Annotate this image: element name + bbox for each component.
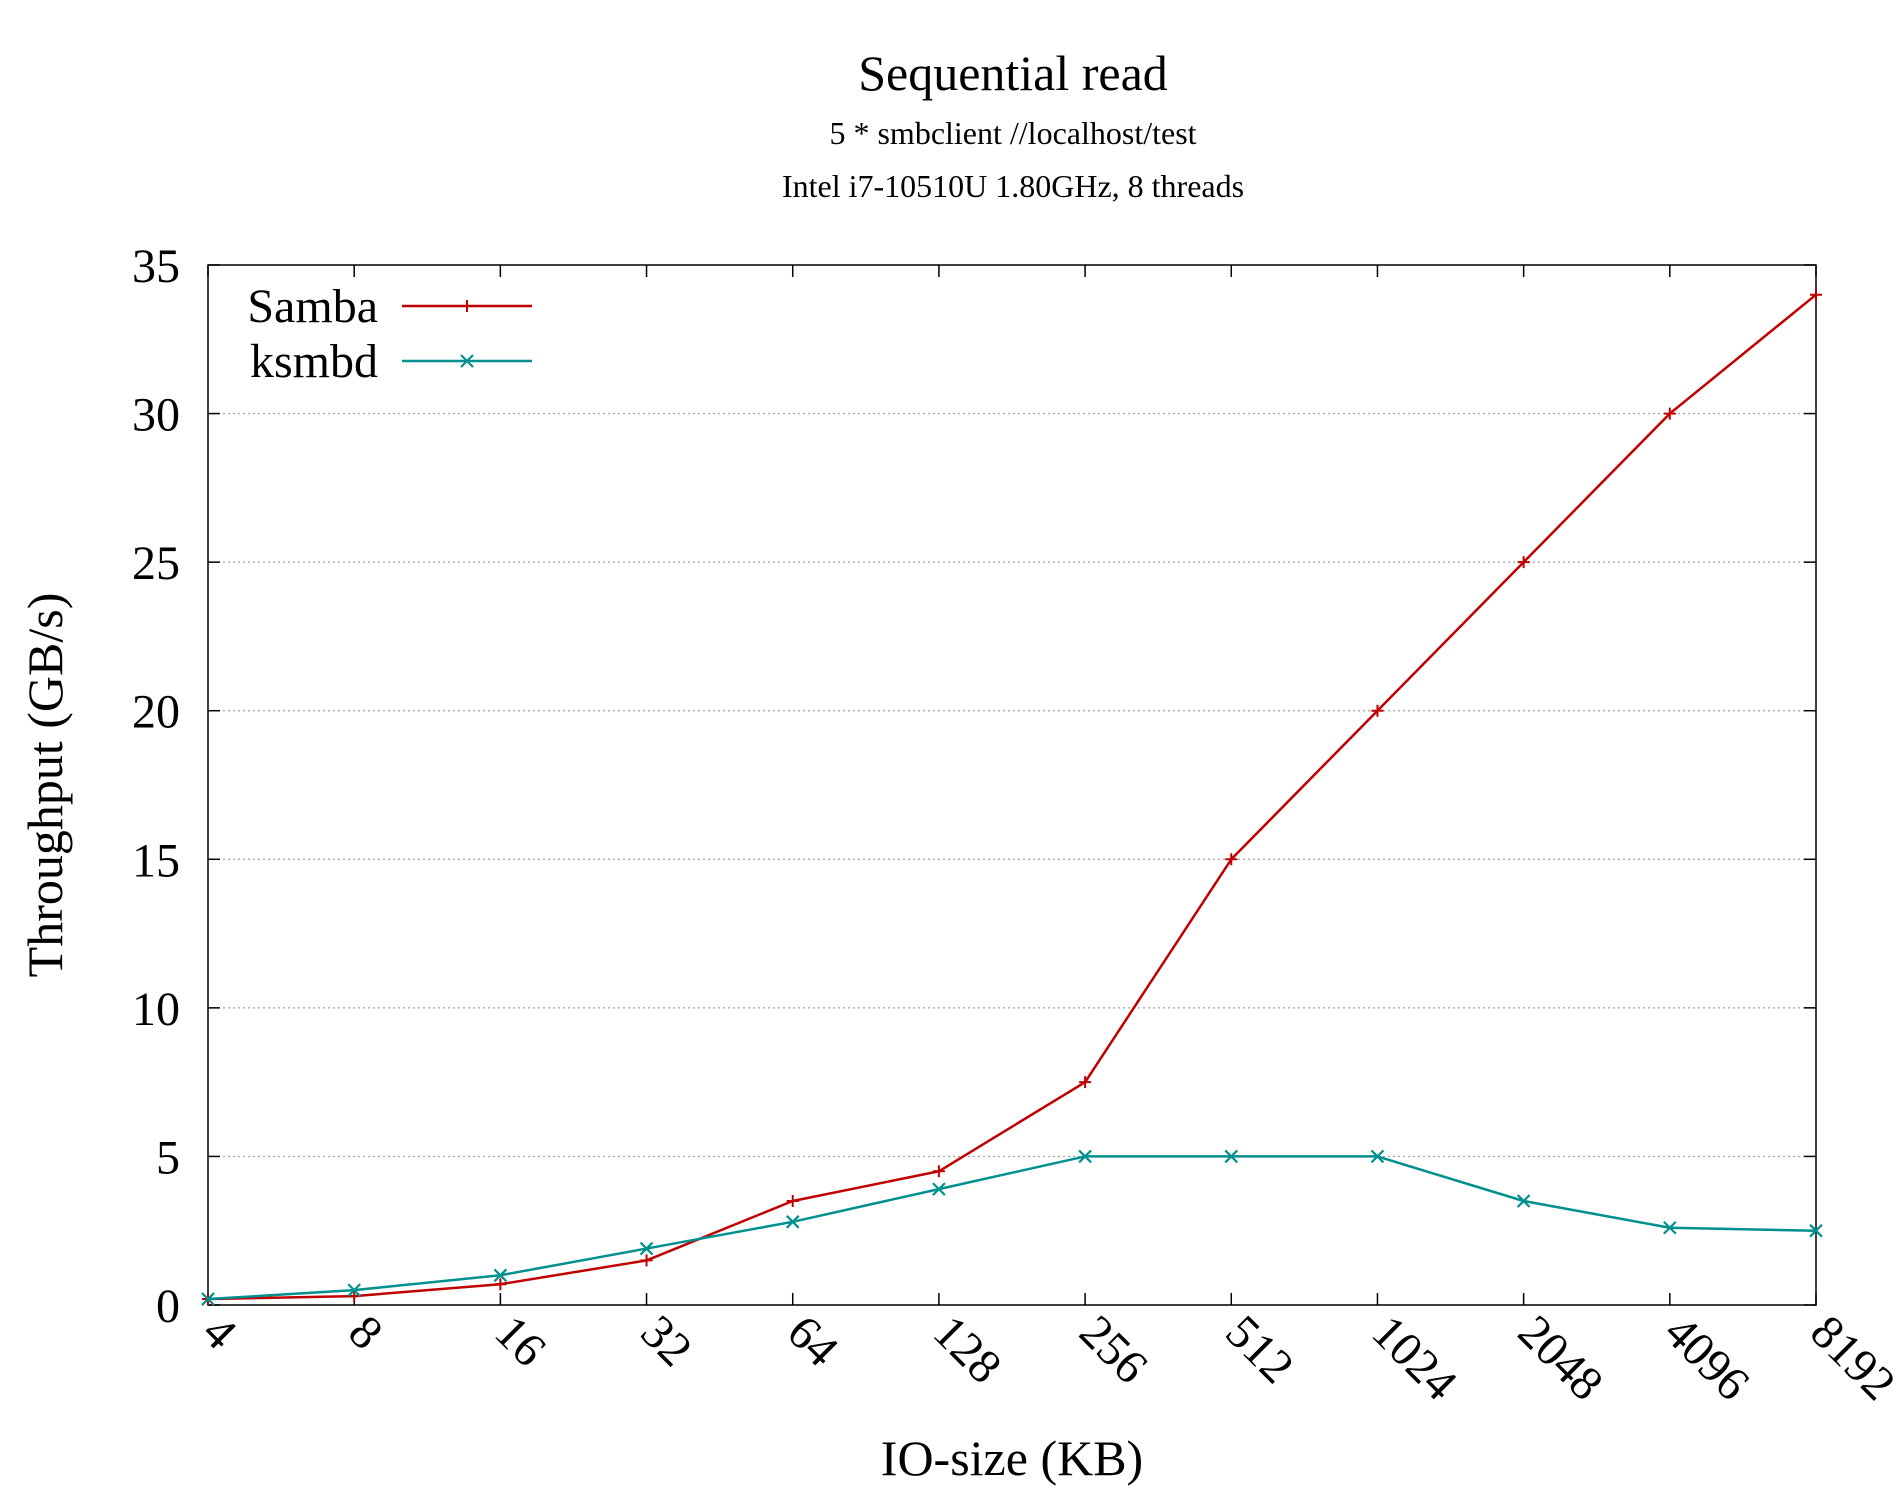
x-tick-label: 32: [631, 1305, 702, 1376]
data-point: [1371, 704, 1384, 717]
data-point: [932, 1165, 945, 1178]
y-tick-label: 10: [132, 983, 180, 1036]
chart-subtitle-1: 5 * smbclient //localhost/test: [829, 115, 1196, 151]
series-line: [207, 1155, 1817, 1301]
legend-label: ksmbd: [250, 335, 378, 388]
data-point: [1224, 1149, 1239, 1164]
data-point: [1079, 1076, 1092, 1089]
data-point: [1078, 1149, 1092, 1164]
x-tick-label: 4096: [1654, 1305, 1759, 1410]
data-point: [461, 300, 473, 312]
data-point: [1809, 1223, 1823, 1238]
grid-lines: [208, 412, 1816, 1158]
series-samba: [202, 288, 1822, 1306]
y-axis-label: Throughput (GB/s): [17, 593, 73, 978]
data-point: [1516, 1194, 1531, 1208]
plot-frame: [207, 264, 1817, 1306]
data-point: [932, 1182, 946, 1196]
data-point: [493, 1268, 508, 1283]
series-layer: [201, 288, 1823, 1306]
series-line: [207, 293, 1817, 1301]
data-point: [1370, 1149, 1385, 1164]
data-point: [639, 1241, 654, 1256]
data-point: [1663, 1220, 1677, 1235]
data-point: [1225, 853, 1238, 866]
x-tick-label: 16: [485, 1305, 556, 1376]
y-tick-label: 0: [156, 1280, 180, 1333]
x-tick-label: 8192: [1800, 1305, 1900, 1410]
x-axis-label: IO-size (KB): [881, 1430, 1143, 1486]
data-point: [1663, 407, 1676, 420]
chart-subtitle-2: Intel i7-10510U 1.80GHz, 8 threads: [782, 168, 1244, 204]
y-tick-label: 15: [132, 834, 180, 887]
data-point: [785, 1215, 800, 1229]
y-tick-label: 25: [132, 537, 180, 590]
x-tick-label: 4: [192, 1305, 246, 1359]
data-point: [201, 1292, 215, 1306]
x-tick-label: 128: [923, 1305, 1011, 1393]
x-tick-label: 2048: [1508, 1305, 1613, 1410]
x-tick-label: 1024: [1362, 1305, 1467, 1410]
data-point: [786, 1195, 799, 1207]
chart-title: Sequential read: [858, 45, 1168, 101]
data-point: [347, 1283, 361, 1297]
data-point: [1810, 288, 1822, 301]
x-tick-label: 512: [1215, 1305, 1303, 1393]
x-tick-label: 8: [338, 1305, 392, 1359]
data-point: [348, 1290, 361, 1303]
x-tick-label: 256: [1069, 1305, 1157, 1393]
y-tick-label: 30: [132, 389, 180, 442]
y-tick-label: 20: [132, 686, 180, 739]
x-tick-label: 64: [777, 1305, 848, 1376]
data-point: [460, 354, 474, 368]
axis-ticks: 0 5 10 15 20 25 30 35 4 8 16 32 64 128 256 512 1024 2048 4…: [132, 240, 1900, 1411]
series-ksmbd: [201, 1149, 1823, 1306]
y-tick-label: 5: [156, 1131, 180, 1184]
data-point: [494, 1278, 507, 1291]
data-point: [640, 1254, 653, 1267]
legend-label: Samba: [247, 280, 378, 333]
y-tick-label: 35: [132, 240, 180, 293]
data-point: [1517, 556, 1530, 569]
